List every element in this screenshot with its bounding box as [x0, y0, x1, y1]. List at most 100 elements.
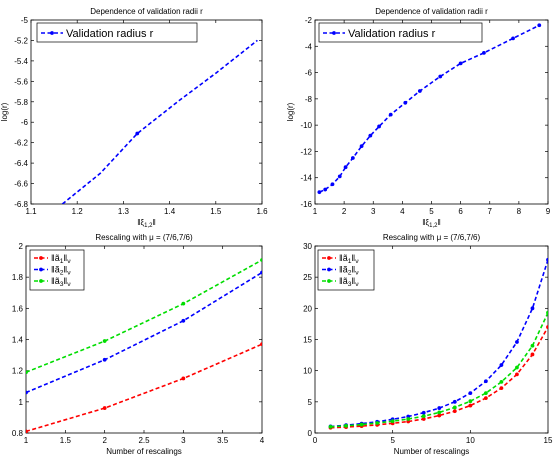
legend-label: ‖ã2‖ν — [339, 265, 359, 277]
data-point — [438, 74, 443, 79]
data-point — [515, 340, 519, 344]
y-tick-label: 15 — [303, 336, 312, 345]
x-tick-label: 8 — [517, 207, 522, 216]
data-point — [483, 396, 488, 400]
data-point — [421, 410, 426, 415]
x-tick-label: 15 — [544, 436, 553, 445]
legend-label: ‖ã3‖ν — [51, 276, 71, 288]
legend-marker — [327, 256, 331, 260]
x-tick-label: 6 — [458, 207, 463, 216]
data-point — [181, 376, 186, 381]
y-tick-label: 0 — [308, 429, 313, 438]
data-point — [181, 301, 186, 306]
y-tick-label: -6.6 — [14, 180, 28, 189]
series-line-2 — [26, 271, 262, 394]
data-point — [483, 379, 488, 384]
legend: Validation radius r — [318, 22, 483, 43]
data-point — [437, 406, 442, 410]
data-point — [530, 352, 535, 357]
x-tick-label: 4 — [400, 207, 405, 216]
chart-panel-bottom-right: Rescaling with μ = (7/6,7/6) 0 5 10 15 0 5 10 15… — [303, 233, 553, 456]
data-point — [343, 165, 348, 170]
y-tick-label: -14 — [300, 174, 312, 183]
x-tick-label: 1.2 — [72, 207, 84, 216]
data-point — [390, 419, 395, 424]
data-point — [359, 144, 364, 149]
y-tick-label: -4 — [305, 42, 313, 51]
y-tick-label: -6.4 — [14, 159, 28, 168]
data-point — [468, 399, 473, 404]
data-point — [102, 339, 107, 343]
data-point — [515, 365, 519, 370]
y-tick-label: -5.8 — [14, 98, 28, 107]
legend-label: ‖ã3‖ν — [339, 276, 359, 288]
y-tick-label: 1.4 — [12, 336, 24, 345]
data-point — [260, 342, 262, 347]
y-tick-label: 2 — [19, 242, 24, 251]
data-point — [452, 399, 457, 404]
data-point — [377, 124, 381, 129]
legend-marker — [327, 267, 331, 272]
legend-marker — [39, 267, 43, 272]
plot-frame — [314, 19, 549, 205]
data-point — [260, 270, 262, 275]
x-axis-label: Number of rescalings — [106, 447, 182, 456]
y-tick-label: 1.6 — [12, 304, 24, 313]
y-tick-label: -10 — [300, 121, 312, 130]
data-point — [350, 156, 355, 160]
data-point — [368, 133, 373, 138]
y-tick-label: 1 — [19, 398, 24, 407]
data-point — [406, 417, 411, 421]
y-tick-label: -2 — [305, 16, 313, 25]
x-tick-label: 2 — [102, 436, 107, 445]
data-point — [26, 370, 28, 375]
data-point — [421, 417, 426, 421]
legend-label: Validation radius r — [66, 28, 154, 40]
series-line-1 — [61, 39, 258, 204]
y-tick-label: 25 — [303, 273, 312, 282]
x-tick-label: 0 — [313, 436, 318, 445]
data-point — [26, 429, 28, 433]
data-point — [417, 89, 422, 93]
legend-label: ‖ã2‖ν — [51, 265, 71, 277]
data-point — [102, 357, 107, 362]
data-point — [530, 306, 535, 311]
x-tick-label: 5 — [429, 207, 434, 216]
chart-title: Dependence of validation radii r — [375, 7, 488, 16]
data-point — [452, 405, 457, 410]
y-tick-label: -12 — [300, 147, 312, 156]
data-point — [546, 325, 548, 329]
data-point — [421, 414, 426, 419]
chart-panel-bottom-left: Rescaling with μ = (7/6,7/6) 1 1.5 2 2.5 3 3.5… — [12, 233, 265, 456]
y-tick-label: 10 — [303, 367, 312, 376]
series-line-3 — [26, 259, 262, 373]
y-tick-label: 1.2 — [12, 367, 24, 376]
data-point — [483, 391, 488, 396]
x-tick-label: 9 — [546, 207, 551, 216]
legend-label: ‖ã1‖ν — [51, 253, 71, 265]
chart-title: Rescaling with μ = (7/6,7/6) — [383, 233, 481, 242]
data-point — [499, 386, 504, 391]
chart-panel-top-left: Dependence of validation radii r 1.1 1.2 1.… — [0, 7, 268, 229]
y-tick-label: -6.8 — [14, 200, 28, 209]
data-point — [437, 413, 442, 418]
data-point — [546, 310, 548, 315]
data-point — [403, 100, 408, 105]
data-point — [260, 258, 262, 262]
x-tick-label: 10 — [466, 436, 475, 445]
chart-title: Rescaling with μ = (7/6,7/6) — [95, 233, 193, 242]
x-tick-label: 3.5 — [217, 436, 229, 445]
data-point — [437, 410, 442, 415]
data-point — [388, 112, 393, 117]
legend-marker — [50, 31, 54, 35]
y-tick-label: -5 — [21, 16, 29, 25]
data-point — [537, 23, 542, 28]
data-point — [515, 372, 519, 377]
x-tick-label: 2.5 — [138, 436, 150, 445]
data-point — [530, 343, 535, 348]
series-line-1 — [319, 24, 540, 193]
data-point — [468, 403, 473, 408]
chart-title: Dependence of validation radii r — [90, 7, 203, 16]
data-point — [546, 257, 548, 262]
